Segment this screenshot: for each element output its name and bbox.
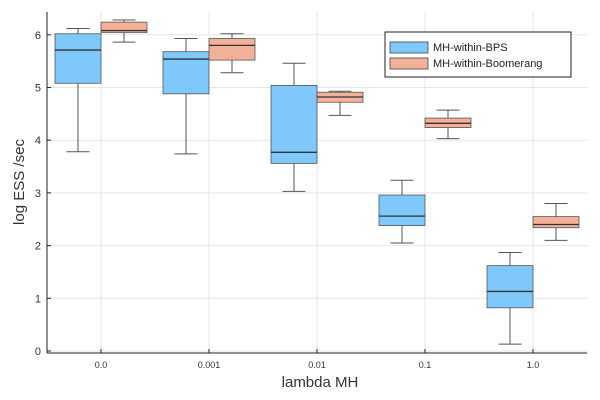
box-iqr xyxy=(162,51,210,95)
x-tick-label-2: 0.01 xyxy=(308,360,326,370)
box-iqr xyxy=(54,33,102,84)
box-bps-2 xyxy=(270,62,318,192)
y-tick-label-4: 4 xyxy=(35,135,41,147)
legend: MH-within-BPS MH-within-Boomerang xyxy=(384,31,572,78)
y-tick-label-3: 3 xyxy=(35,188,41,200)
x-axis-label: lambda MH xyxy=(282,374,359,391)
legend-label-bps: MH-within-BPS xyxy=(433,42,508,54)
box-iqr xyxy=(378,194,426,226)
box-bps-1 xyxy=(162,37,210,155)
box-boomerang-0 xyxy=(100,19,148,43)
y-tick-label-2: 2 xyxy=(35,241,41,253)
box-boomerang-3 xyxy=(424,109,472,140)
box-iqr xyxy=(208,38,256,61)
y-tick-label-5: 5 xyxy=(35,83,41,95)
tick-labels: 0 1 2 3 4 5 6 0.0 0.001 0.01 0.1 1.0 xyxy=(35,30,539,370)
legend-label-boomerang: MH-within-Boomerang xyxy=(433,58,542,70)
box-iqr xyxy=(532,216,580,229)
y-tick-label-1: 1 xyxy=(35,293,41,305)
box-iqr xyxy=(100,21,148,34)
box-series xyxy=(54,19,580,345)
legend-swatch-boomerang xyxy=(389,57,429,70)
legend-swatch-bps xyxy=(389,41,429,54)
box-boomerang-1 xyxy=(208,33,256,74)
x-tick-label-0: 0.0 xyxy=(95,360,108,370)
y-tick-label-0: 0 xyxy=(35,346,41,358)
box-iqr xyxy=(270,84,318,164)
x-tick-label-4: 1.0 xyxy=(527,360,540,370)
legend-frame xyxy=(384,31,572,78)
box-bps-3 xyxy=(378,179,426,244)
box-bps-0 xyxy=(54,27,102,153)
box-boomerang-4 xyxy=(532,202,580,241)
y-axis-label: log ESS /sec xyxy=(11,139,28,225)
x-tick-label-1: 0.001 xyxy=(198,360,221,370)
y-tick-label-6: 6 xyxy=(35,30,41,42)
box-bps-4 xyxy=(486,251,534,345)
x-tick-label-3: 0.1 xyxy=(419,360,432,370)
box-iqr xyxy=(486,265,534,309)
box-boomerang-2 xyxy=(316,90,364,116)
